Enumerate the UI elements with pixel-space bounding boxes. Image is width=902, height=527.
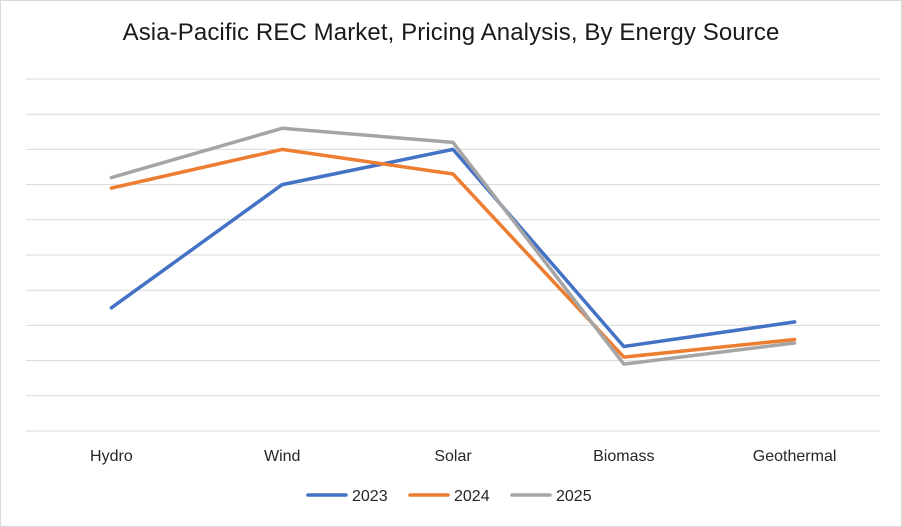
x-tick-label-solar: Solar bbox=[434, 448, 472, 465]
series-lines bbox=[109, 126, 797, 366]
chart-title: Asia-Pacific REC Market, Pricing Analysi… bbox=[122, 19, 780, 46]
legend-item-2023: 2023 bbox=[306, 488, 388, 505]
x-tick-label-geothermal: Geothermal bbox=[753, 448, 837, 465]
legend-item-2025: 2025 bbox=[510, 488, 592, 505]
legend-item-2024: 2024 bbox=[408, 488, 490, 505]
x-tick-label-wind: Wind bbox=[264, 448, 300, 465]
x-axis-tick-labels: Hydro Wind Solar Biomass Geothermal bbox=[90, 448, 836, 465]
x-tick-label-hydro: Hydro bbox=[90, 448, 133, 465]
legend-label-2024: 2024 bbox=[454, 488, 490, 505]
series-line-2024 bbox=[109, 147, 797, 359]
x-tick-label-biomass: Biomass bbox=[593, 448, 654, 465]
series-line-2025 bbox=[109, 126, 797, 366]
gridlines bbox=[26, 78, 880, 432]
legend: 2023 2024 2025 bbox=[306, 488, 592, 505]
legend-label-2025: 2025 bbox=[556, 488, 592, 505]
series-line-2023 bbox=[109, 147, 797, 349]
legend-label-2023: 2023 bbox=[352, 488, 388, 505]
